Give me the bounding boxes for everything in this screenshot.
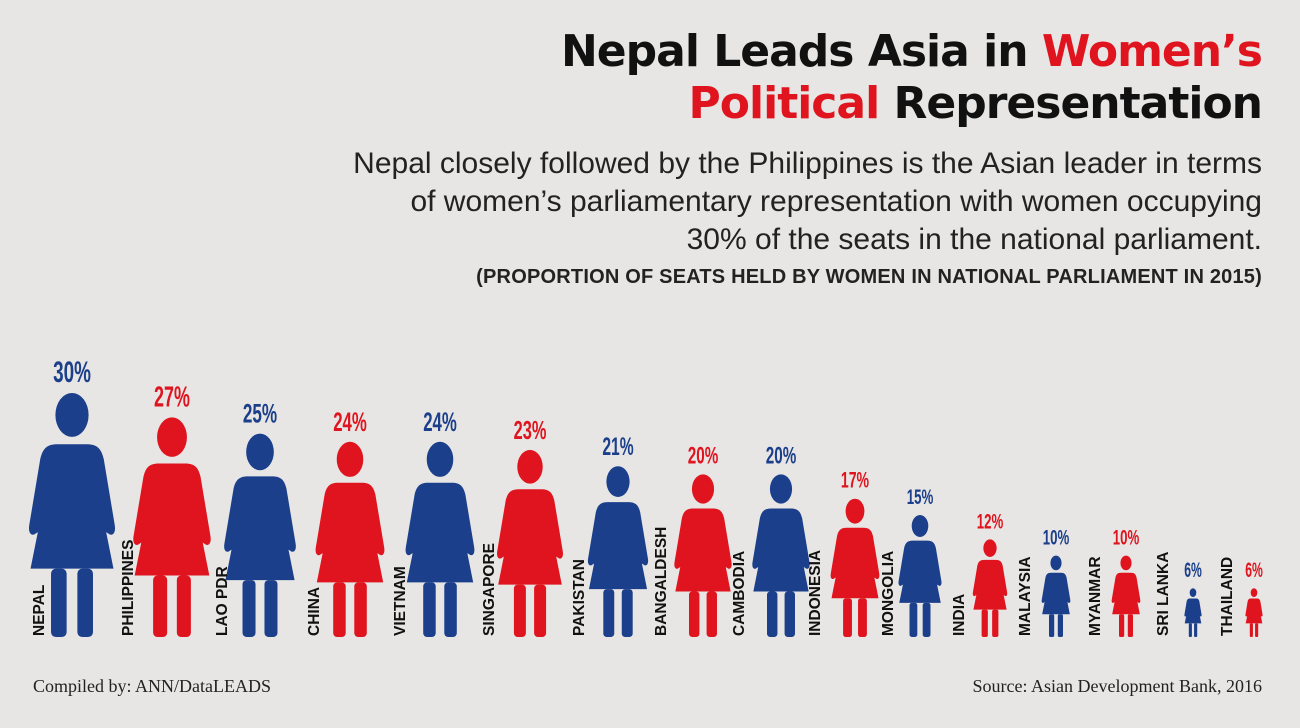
woman-figure-icon xyxy=(28,393,116,637)
category-label: BANGALDESH xyxy=(653,527,670,636)
source-note: Source: Asian Development Bank, 2016 xyxy=(972,676,1262,696)
value-label: 24% xyxy=(423,407,457,437)
value-label: 6% xyxy=(1184,559,1202,582)
value-label: 20% xyxy=(688,442,719,469)
category-label: MONGOLIA xyxy=(880,551,897,636)
chart-caption: (PROPORTION OF SEATS HELD BY WOMEN IN NA… xyxy=(476,266,1262,288)
woman-figure-icon xyxy=(830,498,880,637)
woman-figure-icon xyxy=(898,515,942,637)
subtitle-line1: Nepal closely followed by the Philippine… xyxy=(353,147,1262,180)
value-label: 6% xyxy=(1245,559,1263,582)
value-label: 17% xyxy=(841,468,869,493)
subtitle-line3: 30% of the seats in the national parliam… xyxy=(686,223,1262,256)
woman-figure-icon xyxy=(315,441,385,637)
value-label: 15% xyxy=(907,486,934,509)
woman-figure-icon xyxy=(587,466,649,637)
category-label: LAO PDR xyxy=(214,566,231,636)
woman-figure-icon xyxy=(1041,555,1071,637)
category-label: MALAYSIA xyxy=(1017,556,1034,636)
category-label: CAMBODIA xyxy=(731,551,748,636)
category-label: INDIA xyxy=(951,594,968,636)
woman-figure-icon xyxy=(1111,555,1141,637)
title-line2-black: Representation xyxy=(879,78,1263,129)
category-label: VIETNAM xyxy=(392,566,409,636)
title-line1-red: Women’s xyxy=(1041,26,1263,77)
category-label: INDONESIA xyxy=(807,550,824,636)
woman-figure-icon xyxy=(497,449,563,637)
woman-figure-icon xyxy=(1245,588,1263,637)
category-label: MYANMAR xyxy=(1087,556,1104,636)
woman-figure-icon xyxy=(972,539,1008,637)
woman-figure-icon xyxy=(405,441,475,637)
category-label: PHILIPPINES xyxy=(120,540,137,636)
value-label: 25% xyxy=(243,398,277,429)
compiled-by-note: Compiled by: ANN/DataLEADS xyxy=(33,676,271,696)
value-label: 10% xyxy=(1043,527,1070,550)
category-label: SRI LANKA xyxy=(1155,552,1172,636)
value-label: 20% xyxy=(766,442,797,469)
category-label: SINGAPORE xyxy=(481,543,498,636)
woman-figure-icon xyxy=(133,417,211,637)
category-label: THAILAND xyxy=(1219,557,1236,636)
value-label: 24% xyxy=(333,407,367,437)
category-label: NEPAL xyxy=(31,585,48,636)
title-line2-red: Political xyxy=(688,78,881,129)
value-label: 12% xyxy=(977,510,1004,533)
woman-figure-icon xyxy=(752,474,810,637)
category-label: PAKISTAN xyxy=(571,559,588,636)
category-label: CHINA xyxy=(306,587,323,636)
title-line1-black: Nepal Leads Asia in xyxy=(560,26,1042,77)
value-label: 10% xyxy=(1113,527,1140,550)
value-label: 27% xyxy=(154,381,190,413)
value-label: 30% xyxy=(53,356,91,389)
woman-figure-icon xyxy=(1184,588,1202,637)
woman-figure-icon xyxy=(674,474,732,637)
subtitle-line2: of women’s parliamentary representation … xyxy=(410,185,1262,218)
woman-figure-icon xyxy=(224,433,296,637)
chart-title: Nepal Leads Asia in Women’s Political Re… xyxy=(560,26,1263,130)
value-label: 23% xyxy=(514,415,547,445)
value-label: 21% xyxy=(602,434,633,461)
chart-subtitle: Nepal closely followed by the Philippine… xyxy=(62,145,1262,259)
